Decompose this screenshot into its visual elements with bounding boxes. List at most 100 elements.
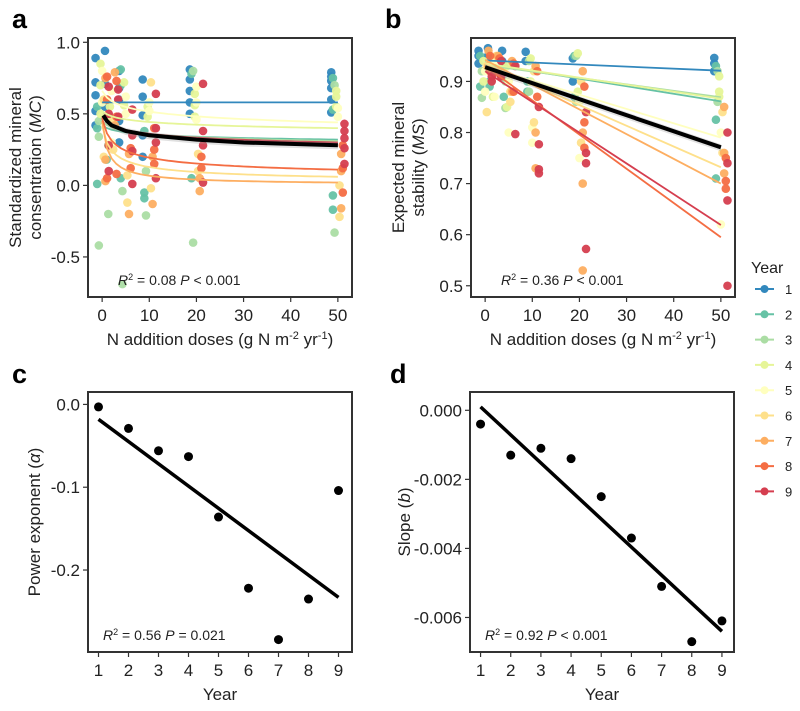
x-tick-label: 40 <box>281 306 300 325</box>
y-tick-label: 0.0 <box>56 395 80 414</box>
data-point-year-1 <box>138 75 147 84</box>
x-tick-label: 2 <box>124 661 133 680</box>
data-point-year-8 <box>338 188 348 197</box>
fit-line-year-4 <box>101 110 338 129</box>
legend-item-year-1: 1 <box>755 282 792 297</box>
data-point-year-6 <box>244 583 253 593</box>
y-tick-label: 0.5 <box>56 105 80 124</box>
x-axis-title: N addition doses (g N m-2 yr-1) <box>490 330 717 349</box>
data-point-year-9 <box>717 616 727 626</box>
plot-area <box>91 46 349 289</box>
data-point-year-6 <box>123 198 132 207</box>
data-point-year-2 <box>140 188 149 197</box>
data-point-year-3 <box>188 238 198 247</box>
data-point-year-6 <box>529 117 539 127</box>
data-point-year-1 <box>94 402 103 412</box>
data-point-year-3 <box>536 443 546 453</box>
data-point-year-2 <box>328 191 338 200</box>
legend-label: 6 <box>785 409 792 424</box>
x-axis-title: N addition doses (g N m-2 yr-1) <box>107 330 334 349</box>
data-point-year-1 <box>138 92 147 101</box>
legend-label: 9 <box>785 484 792 499</box>
data-point-year-2 <box>328 73 338 83</box>
data-point-year-9 <box>198 79 208 89</box>
data-point-year-6 <box>123 171 132 180</box>
data-point-year-9 <box>340 119 349 129</box>
y-tick-label: 0.7 <box>439 175 463 194</box>
data-point-year-8 <box>304 594 313 604</box>
data-point-year-9 <box>581 158 591 168</box>
data-point-year-2 <box>92 123 102 133</box>
fit-line-year-5 <box>484 65 722 139</box>
x-tick-label: 0 <box>97 306 106 325</box>
x-tick-label: 40 <box>664 306 683 325</box>
data-point-year-8 <box>485 51 495 61</box>
data-point-year-1 <box>91 90 100 100</box>
data-point-year-4 <box>96 59 105 69</box>
data-point-year-4 <box>119 78 129 87</box>
data-point-year-5 <box>121 92 131 101</box>
data-point-year-3 <box>103 209 113 219</box>
fit-line-year-8 <box>101 117 338 171</box>
plot-area <box>474 43 732 291</box>
legend-item-year-4: 4 <box>755 358 792 373</box>
data-point-year-3 <box>141 211 151 220</box>
data-point-year-6 <box>482 107 492 117</box>
x-tick-label: 5 <box>597 661 606 680</box>
data-point-year-6 <box>146 183 156 193</box>
data-point-year-8 <box>580 117 589 127</box>
x-tick-label: 4 <box>184 661 193 680</box>
data-point-year-2 <box>328 205 338 215</box>
data-point-year-3 <box>141 166 151 176</box>
legend-label: 7 <box>785 434 792 449</box>
x-axis-title: Year <box>203 685 238 704</box>
data-point-year-7 <box>110 68 120 77</box>
x-tick-label: 5 <box>214 661 223 680</box>
data-point-year-8 <box>102 72 112 81</box>
x-tick-label: 10 <box>140 306 159 325</box>
y-tick-label: -0.002 <box>414 470 462 489</box>
y-axis-title-line1: Expected mineral <box>389 102 408 233</box>
data-point-year-5 <box>575 153 584 163</box>
data-point-year-9 <box>151 138 161 147</box>
data-point-year-9 <box>723 158 732 168</box>
legend-point-swatch <box>760 487 769 496</box>
data-point-year-9 <box>581 148 591 158</box>
data-point-year-1 <box>100 46 110 56</box>
fit-line-year-5 <box>101 90 338 124</box>
y-axis-title-line1: Standardized mineral <box>6 87 25 248</box>
data-point-year-5 <box>214 512 223 522</box>
data-point-year-7 <box>578 66 588 76</box>
data-point-year-9 <box>128 179 137 189</box>
data-point-year-4 <box>184 452 193 462</box>
data-point-year-7 <box>531 128 540 137</box>
x-tick-label: 9 <box>334 661 343 680</box>
x-tick-label: 6 <box>627 661 636 680</box>
legend-label: 4 <box>785 358 792 373</box>
legend-label: 5 <box>785 383 792 398</box>
data-point-year-1 <box>568 77 578 86</box>
legend-item-year-8: 8 <box>755 459 792 474</box>
data-point-year-7 <box>101 155 110 164</box>
panel-letter-a: a <box>12 4 28 34</box>
x-tick-label: 7 <box>657 661 666 680</box>
x-tick-label: 20 <box>187 306 206 325</box>
x-tick-label: 8 <box>687 661 696 680</box>
data-point-year-3 <box>94 241 104 250</box>
data-point-year-4 <box>331 92 341 101</box>
data-point-year-5 <box>504 77 514 86</box>
data-point-year-4 <box>714 72 724 81</box>
legend-point-swatch <box>760 360 769 369</box>
data-point-year-2 <box>187 173 196 183</box>
fit-line-year-6 <box>101 125 338 178</box>
data-point-year-8 <box>149 145 159 154</box>
data-point-year-4 <box>526 54 535 63</box>
panel-letter-d: d <box>390 359 407 389</box>
x-tick-label: 4 <box>566 661 575 680</box>
data-point-year-3 <box>94 116 104 126</box>
legend-item-year-3: 3 <box>755 333 792 348</box>
data-point-year-2 <box>499 92 509 102</box>
data-point-year-1 <box>476 419 486 429</box>
legend-point-swatch <box>760 411 769 420</box>
